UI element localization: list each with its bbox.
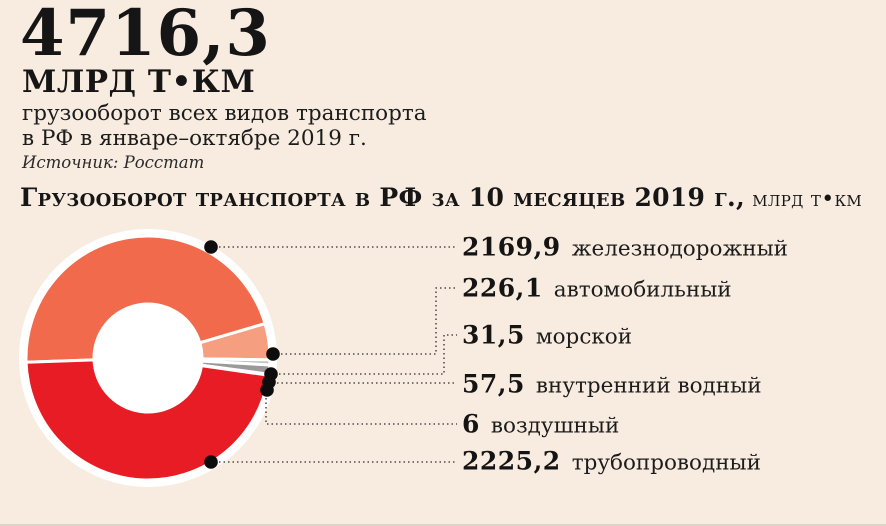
- legend-label: морской: [535, 324, 633, 350]
- legend-value: 57,5: [462, 369, 525, 399]
- headline-number: 4716,3: [20, 0, 271, 71]
- legend-label: трубопроводный: [571, 450, 761, 476]
- legend-value: 2169,9: [462, 232, 561, 262]
- legend-value: 6: [462, 409, 480, 439]
- legend-item: 6 воздушный: [462, 410, 619, 439]
- chart-title-unit: млрд т•км: [744, 187, 863, 212]
- legend-label: железнодорожный: [571, 236, 789, 262]
- legend-item: 2169,9 железнодорожный: [462, 233, 788, 262]
- leader-line-2: [281, 287, 457, 355]
- marker-dot-5: [260, 383, 274, 397]
- legend-value: 31,5: [462, 320, 525, 350]
- marker-dot-6: [204, 455, 218, 469]
- legend-value: 2225,2: [462, 446, 561, 476]
- leader-line-3: [279, 334, 457, 375]
- legend-label: воздушный: [490, 413, 620, 439]
- chart-title: Грузооборот транспорта в РФ за 10 месяце…: [20, 183, 862, 212]
- source-note: Источник: Росстат: [22, 153, 205, 172]
- headline-description-line1: грузооборот всех видов транспорта: [22, 101, 427, 126]
- legend-item: 2225,2 трубопроводный: [462, 447, 761, 476]
- chart-title-main: Грузооборот транспорта в РФ за 10 месяце…: [20, 183, 745, 212]
- legend-value: 226,1: [462, 273, 543, 303]
- headline-description-line2: в РФ в январе–октябре 2019 г.: [22, 126, 367, 151]
- marker-dot-1: [204, 240, 218, 254]
- donut-hole: [94, 304, 202, 412]
- legend-item: 31,5 морской: [462, 321, 632, 350]
- bottom-edge-strip: [0, 524, 886, 526]
- legend-item: 57,5 внутренний водный: [462, 370, 762, 399]
- legend-item: 226,1 автомобильный: [462, 274, 732, 303]
- marker-dot-2: [266, 347, 280, 361]
- legend-label: внутренний водный: [535, 373, 762, 399]
- headline-unit: МЛРД Т•КМ: [22, 64, 256, 100]
- legend-label: автомобильный: [553, 277, 732, 303]
- leader-line-5: [265, 398, 457, 425]
